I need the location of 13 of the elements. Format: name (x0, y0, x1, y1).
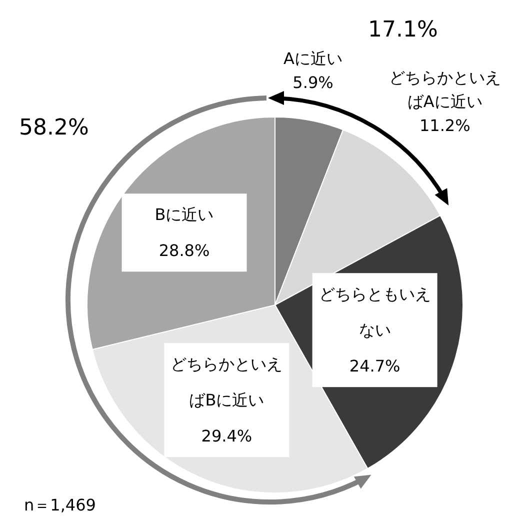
data-label: 29.4% (201, 426, 252, 446)
data-label: 5.9% (292, 73, 334, 92)
slice-label: Aに近い (284, 49, 342, 68)
text: 17.1% (368, 18, 438, 42)
text: n＝1,469 (24, 496, 96, 514)
slice-label: どちらかといえばAに近い (388, 68, 501, 112)
data-label: 28.8% (158, 241, 210, 260)
slice-label: どちらかといえばBに近い (170, 354, 283, 410)
data-label: 24.7% (349, 356, 400, 376)
slice-label: Bに近い (154, 205, 214, 224)
data-label: 11.2% (419, 116, 470, 136)
text: 58.2% (19, 116, 89, 140)
slice-label: どちらともいえない (318, 284, 431, 340)
